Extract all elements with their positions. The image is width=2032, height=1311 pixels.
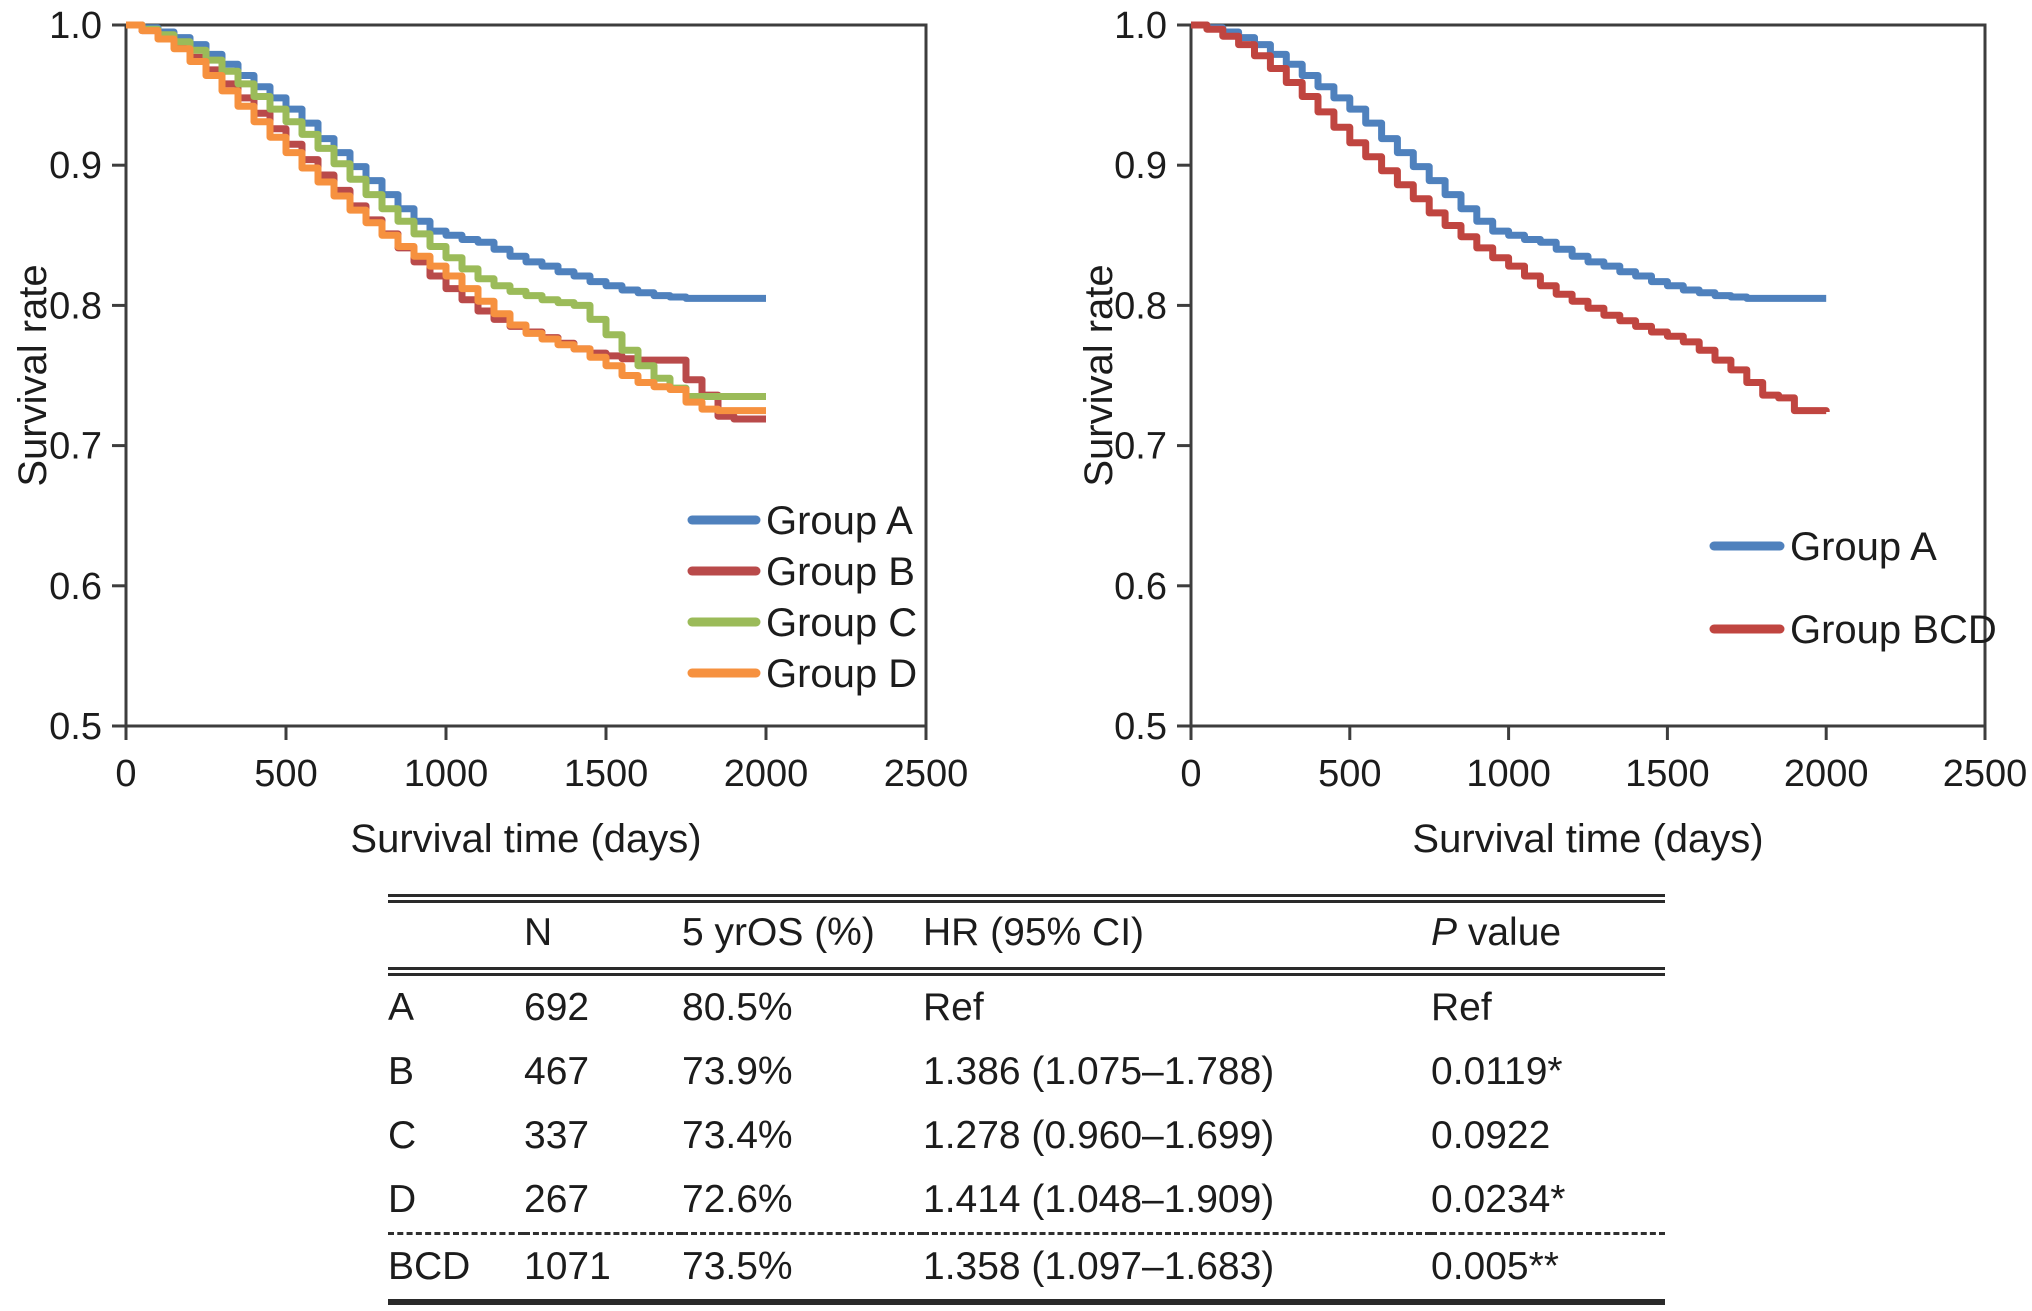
p-cell: 0.0922 — [1431, 1114, 1551, 1157]
n-cell: 467 — [524, 1050, 590, 1093]
legend-item-group-b: Group B — [687, 550, 915, 594]
table-row-a: A 692 80.5% Ref Ref — [388, 972, 1665, 1041]
curve-group-bcd — [1191, 21, 1830, 415]
p-cell: Ref — [1431, 986, 1492, 1029]
y-tick-label: 0.9 — [49, 145, 102, 187]
group-cell: D — [388, 1178, 417, 1221]
group-cell: BCD — [388, 1232, 524, 1302]
os-cell: 73.4% — [682, 1114, 793, 1157]
n-cell: 692 — [524, 986, 590, 1029]
right-survival-chart: 0 500 1000 1500 2000 2500 0.5 0.6 0.7 0.8 0.9 1.0 Su… — [1077, 5, 2027, 861]
y-tick-label: 0.9 — [1114, 145, 1167, 187]
x-tick-label: 2000 — [724, 753, 809, 795]
y-tick-label: 0.7 — [49, 426, 102, 468]
legend-item-group-a: Group A — [1709, 525, 1937, 569]
p-cell: 0.0119* — [1431, 1050, 1563, 1093]
col-header-n: N — [524, 898, 682, 976]
x-tick-label: 1000 — [1466, 753, 1551, 795]
x-tick-label: 500 — [254, 753, 317, 795]
os-cell: 73.5% — [682, 1232, 923, 1302]
y-tick-label: 1.0 — [1114, 5, 1167, 47]
table-row-d: D 267 72.6% 1.414 (1.048–1.909) 0.0234* — [388, 1168, 1665, 1234]
os-cell: 73.9% — [682, 1050, 793, 1093]
table-row-b: B 467 73.9% 1.386 (1.075–1.788) 0.0119* — [388, 1040, 1665, 1104]
x-axis-label: Survival time (days) — [350, 817, 701, 861]
x-tick-label: 0 — [115, 753, 136, 795]
group-cell: B — [388, 1050, 415, 1093]
x-tick-label: 2500 — [1943, 753, 2028, 795]
x-tick-label: 1000 — [404, 753, 489, 795]
curve-group-a — [1191, 21, 1827, 302]
p-cell: 0.0234* — [1431, 1178, 1566, 1221]
x-tick-label: 2000 — [1784, 753, 1869, 795]
n-cell: 267 — [524, 1178, 590, 1221]
left-survival-chart: 0 500 1000 1500 2000 2500 0.5 0.6 0.7 0.8 0.9 1.0 Su… — [11, 5, 968, 861]
p-cell: 0.005** — [1431, 1232, 1665, 1302]
n-cell: 1071 — [524, 1232, 682, 1302]
italic-p: P — [1431, 911, 1458, 954]
curve-group-c — [126, 21, 766, 400]
legend-label-group-a: Group A — [1790, 525, 1937, 569]
x-axis-label: Survival time (days) — [1412, 817, 1763, 861]
legend-item-group-a: Group A — [687, 499, 913, 543]
legend-label-group-bcd: Group BCD — [1790, 608, 1997, 652]
col-header-hr: HR (95% CI) — [923, 898, 1431, 976]
y-tick-label: 0.8 — [49, 285, 102, 327]
table-body: A 692 80.5% Ref Ref B 467 73.9% 1.386 (1.075–1.7… — [388, 972, 1665, 1302]
y-tick-label: 0.6 — [49, 566, 102, 608]
n-cell: 337 — [524, 1114, 590, 1157]
group-cell: C — [388, 1114, 417, 1157]
col-header-group — [388, 898, 524, 976]
hr-cell: 1.414 (1.048–1.909) — [923, 1178, 1275, 1221]
y-axis-label: Survival rate — [1077, 264, 1121, 486]
legend-item-group-bcd: Group BCD — [1709, 608, 1997, 652]
hr-cell: 1.278 (0.960–1.699) — [923, 1114, 1275, 1157]
y-tick-label: 0.6 — [1114, 566, 1167, 608]
legend-item-group-d: Group D — [687, 652, 917, 696]
x-tick-label: 1500 — [564, 753, 649, 795]
y-tick-label: 0.8 — [1114, 285, 1167, 327]
legend-label-group-a: Group A — [766, 499, 913, 543]
table-row-c: C 337 73.4% 1.278 (0.960–1.699) 0.0922 — [388, 1104, 1665, 1168]
x-tick-label: 1500 — [1625, 753, 1710, 795]
y-tick-label: 0.7 — [1114, 426, 1167, 468]
y-tick-label: 0.5 — [49, 706, 102, 748]
curve-group-d — [126, 21, 766, 415]
legend-item-group-c: Group C — [687, 601, 917, 645]
x-tick-label: 2500 — [884, 753, 969, 795]
plot-frame — [1189, 23, 1987, 728]
col-header-os: 5 yrOS (%) — [682, 898, 923, 976]
x-tick-label: 0 — [1180, 753, 1201, 795]
y-tick-label: 0.5 — [1114, 706, 1167, 748]
group-cell: A — [388, 986, 415, 1029]
x-tick-label: 500 — [1318, 753, 1381, 795]
plot-frame — [124, 23, 928, 728]
hr-cell: 1.386 (1.075–1.788) — [923, 1050, 1275, 1093]
y-axis-label: Survival rate — [11, 264, 55, 486]
col-header-p: P value — [1431, 898, 1665, 976]
legend-label-group-d: Group D — [766, 652, 917, 696]
hr-cell: Ref — [923, 986, 984, 1029]
y-tick-label: 1.0 — [49, 5, 102, 47]
os-cell: 80.5% — [682, 986, 793, 1029]
table-row-bcd: BCD 1071 73.5% 1.358 (1.097–1.683) 0.005** — [388, 1232, 1665, 1302]
os-cell: 72.6% — [682, 1178, 793, 1221]
legend-label-group-b: Group B — [766, 550, 915, 594]
legend-label-group-c: Group C — [766, 601, 917, 645]
hr-cell: 1.358 (1.097–1.683) — [923, 1232, 1431, 1302]
